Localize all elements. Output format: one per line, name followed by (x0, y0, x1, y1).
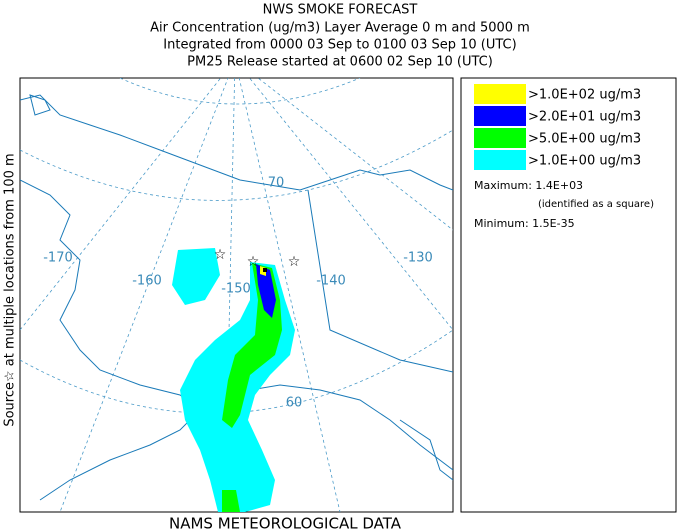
legend-swatch (474, 128, 526, 148)
legend-swatch (474, 106, 526, 126)
maximum-note: (identified as a square) (538, 199, 654, 210)
plume-level (222, 263, 282, 512)
title: NWS SMOKE FORECAST (263, 3, 418, 18)
graticule-label: -140 (316, 274, 346, 289)
plume-level (256, 264, 276, 318)
source-star: ☆ (214, 247, 227, 263)
graticule-label: -170 (43, 251, 73, 266)
coastline (20, 94, 453, 501)
side-label: Source☆ at multiple locations from 100 m (3, 153, 18, 426)
graticule-label: -160 (132, 274, 162, 289)
legend-label: >1.0E+02 ug/m3 (528, 88, 641, 103)
source-markers: ☆ ☆ ☆ (214, 247, 301, 270)
legend-label: >2.0E+01 ug/m3 (528, 110, 641, 125)
maximum-square (263, 268, 267, 272)
legend-label: >5.0E+00 ug/m3 (528, 132, 641, 147)
graticule-label: 70 (268, 176, 285, 191)
legend-swatch (474, 150, 526, 170)
map: ☆ ☆ ☆ -170 -160 -150 -140 -130 70 60 (19, 77, 454, 513)
legend-swatch (474, 84, 526, 104)
graticule-label: -150 (221, 282, 251, 297)
subtitle: Integrated from 0000 03 Sep to 0100 03 S… (163, 38, 516, 53)
minimum: Minimum: 1.5E-35 (474, 217, 575, 230)
footer: NAMS METEOROLOGICAL DATA (169, 515, 402, 532)
source-star: ☆ (288, 254, 301, 270)
maximum: Maximum: 1.4E+03 (474, 179, 583, 192)
legend: >1.0E+02 ug/m3 >2.0E+01 ug/m3 >5.0E+00 ug/… (460, 77, 677, 513)
source-star: ☆ (247, 254, 260, 270)
graticule (20, 78, 453, 512)
legend-label: >1.0E+00 ug/m3 (528, 154, 641, 169)
graticule-label: -130 (403, 251, 433, 266)
subtitle: PM25 Release started at 0600 02 Sep 10 (… (187, 55, 493, 70)
subtitle: Air Concentration (ug/m3) Layer Average … (150, 21, 530, 36)
graticule-label: 60 (286, 396, 303, 411)
